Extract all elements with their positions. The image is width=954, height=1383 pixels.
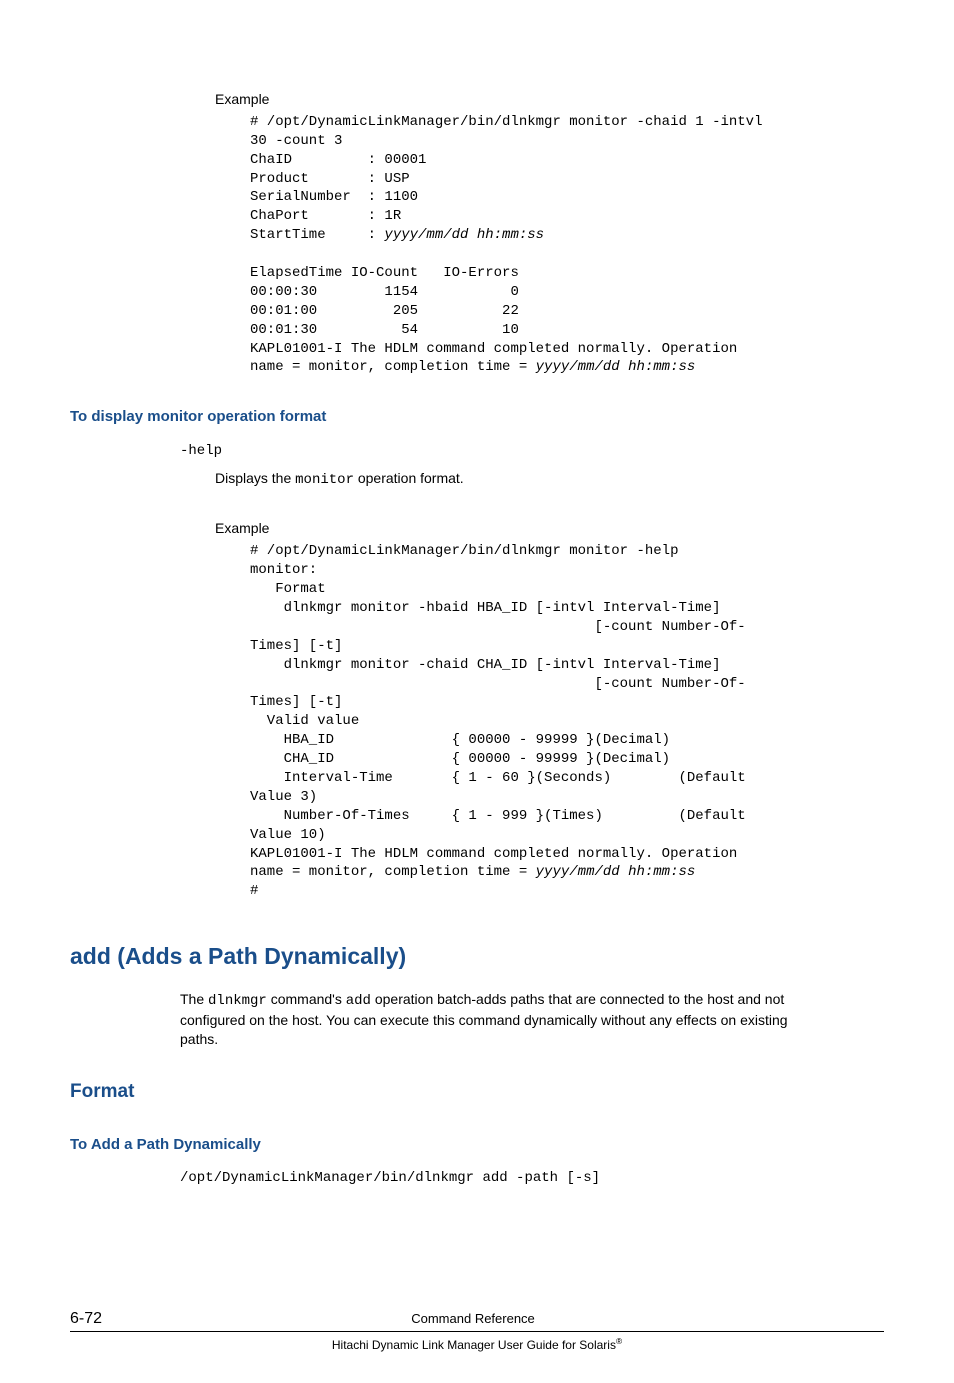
heading-add: add (Adds a Path Dynamically) [70,941,884,972]
ex1-cmd: # /opt/DynamicLinkManager/bin/dlnkmgr mo… [250,114,762,149]
example-code-2: # /opt/DynamicLinkManager/bin/dlnkmgr mo… [250,542,884,901]
term-help-desc: Displays the monitor operation format. [215,469,884,490]
heading-add-path-dyn: To Add a Path Dynamically [70,1135,884,1155]
desc-mono-monitor: monitor [295,472,354,488]
desc-text-2: operation format. [354,470,464,486]
ex1-done-ts: yyyy/mm/dd hh:mm:ss [536,359,696,375]
add-mono-add: add [346,993,371,1009]
footer-top-row: 6-72 Command Reference [70,1308,884,1333]
ex2-tail: # [250,883,258,899]
add-mono-dlnkmgr: dlnkmgr [208,993,267,1009]
ex2-body1: # /opt/DynamicLinkManager/bin/dlnkmgr mo… [250,543,746,880]
registered-icon: ® [616,1336,622,1346]
example-label-1: Example [215,90,884,109]
footer-sub-text: Hitachi Dynamic Link Manager User Guide … [332,1338,616,1352]
example-code-1: # /opt/DynamicLinkManager/bin/dlnkmgr mo… [250,113,884,377]
ex1-fields: ChaID : 00001 Product : USP SerialNumber… [250,152,426,225]
heading-display-monitor-format: To display monitor operation format [70,407,884,427]
ex1-table: ElapsedTime IO-Count IO-Errors 00:00:30 … [250,265,519,338]
add-paragraph: The dlnkmgr command's add operation batc… [180,990,820,1049]
term-help: -help [180,442,884,461]
footer-center: Command Reference [102,1310,844,1328]
heading-format: Format [70,1079,884,1105]
ex2-ts: yyyy/mm/dd hh:mm:ss [536,864,696,880]
page-footer: 6-72 Command Reference Hitachi Dynamic L… [70,1308,884,1354]
footer-subtitle: Hitachi Dynamic Link Manager User Guide … [70,1336,884,1353]
format-cmd: /opt/DynamicLinkManager/bin/dlnkmgr add … [180,1169,884,1188]
ex1-start-label: StartTime : [250,227,384,243]
ex1-start-ts: yyyy/mm/dd hh:mm:ss [384,227,544,243]
add-p1b: command's [267,991,346,1007]
example-label-2: Example [215,519,884,538]
add-p1a: The [180,991,208,1007]
desc-text-1: Displays the [215,470,295,486]
page-number: 6-72 [70,1308,102,1330]
